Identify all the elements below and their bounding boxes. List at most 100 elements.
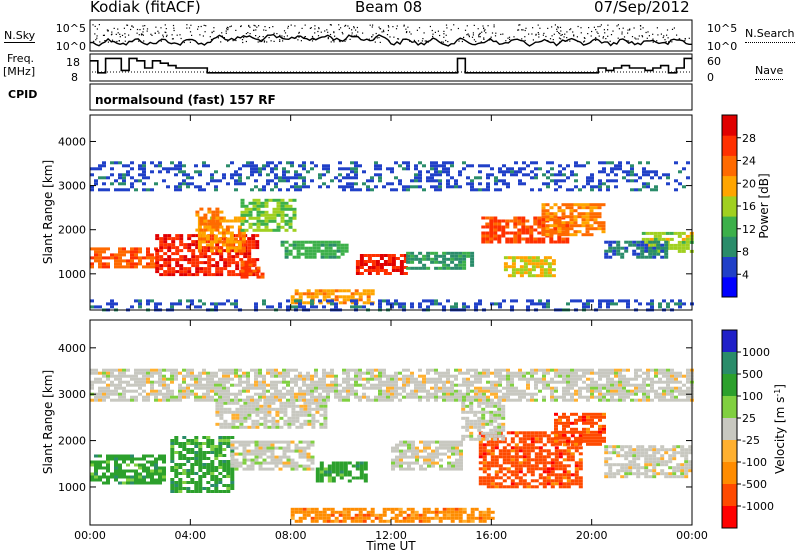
echo-cell [411,461,415,465]
echo-cell [211,264,216,268]
echo-cell [570,434,575,438]
echo-cell [102,481,106,485]
echo-cell [652,246,657,250]
echo-cell [628,451,633,455]
echo-cell [538,482,543,486]
echo-cell [222,398,226,402]
echo-cell [566,479,571,483]
echo-cell [146,466,150,470]
echo-cell [497,407,502,411]
echo-cell [538,431,543,435]
echo-cell [601,227,606,231]
echo-cell [410,305,414,309]
echo-cell [306,386,310,390]
echo-cell [102,262,106,266]
echo-cell [636,451,641,455]
echo-cell [523,268,528,272]
echo-cell [288,225,293,229]
noise-search-point [340,40,342,42]
echo-cell [186,481,191,484]
echo-cell [366,188,370,192]
noise-search-point [347,25,349,27]
echo-cell [350,519,355,523]
echo-cell [167,237,172,241]
noise-search-point [265,29,267,31]
echo-cell [517,222,522,226]
echo-cell [470,257,475,261]
echo-cell [283,422,288,426]
echo-cell [636,454,641,458]
echo-cell [474,188,478,192]
echo-cell [566,452,571,456]
echo-cell [628,463,633,467]
echo-cell [246,386,250,390]
echo-cell [272,219,277,223]
echo-cell [442,164,446,168]
echo-cell [342,188,346,192]
echo-cell [286,392,290,396]
echo-cell [294,383,298,387]
echo-cell [489,404,494,408]
echo-cell [602,167,606,171]
echo-cell [226,377,230,381]
echo-cell [478,467,483,471]
echo-cell [114,256,118,260]
echo-cell [302,507,307,511]
noise-search-point [140,33,143,35]
echo-cell [541,215,546,219]
echo-cell [530,479,535,483]
echo-cell [198,445,203,448]
echo-cell [339,476,344,480]
noise-search-point [351,29,353,31]
echo-cell [287,416,292,420]
echo-cell [657,249,662,253]
echo-cell [570,473,575,477]
noise-search-point [478,33,481,35]
echo-cell [327,476,332,480]
echo-cell [336,249,341,253]
noise-search-point [525,27,527,29]
echo-cell [399,452,403,456]
echo-cell [438,170,442,174]
echo-cell [498,440,503,444]
echo-cell [206,445,211,448]
echo-cell [461,407,466,411]
echo-cell [250,458,255,462]
echo-cell [130,161,134,165]
echo-cell [275,425,280,429]
echo-cell [254,374,258,378]
noise-search-point [485,32,487,34]
echo-cell [150,454,154,458]
echo-cell [478,176,482,180]
echo-cell [254,377,258,381]
echo-cell [167,255,172,259]
echo-cell [167,270,172,274]
echo-cell [359,266,364,269]
echo-cell [502,173,506,177]
echo-cell [558,179,562,183]
echo-cell [206,466,211,469]
echo-cell [489,231,494,235]
echo-cell [403,449,407,453]
noise-search-point [96,28,98,30]
echo-cell [485,240,490,244]
echo-cell [415,446,419,450]
echo-cell [286,170,290,174]
echo-cell [573,215,578,219]
echo-cell [242,389,246,393]
echo-cell [263,419,268,423]
noise-search-point [282,40,284,42]
echo-cell [465,425,470,429]
echo-cell [399,455,403,459]
echo-cell [435,455,439,459]
echo-cell [130,265,134,269]
echo-cell [306,289,311,293]
echo-cell [146,377,150,381]
echo-cell [454,305,458,309]
echo-cell [130,398,134,402]
echo-cell [122,472,126,476]
echo-cell [581,224,586,228]
echo-cell [482,516,487,520]
echo-cell [199,255,204,259]
echo-cell [198,398,202,402]
